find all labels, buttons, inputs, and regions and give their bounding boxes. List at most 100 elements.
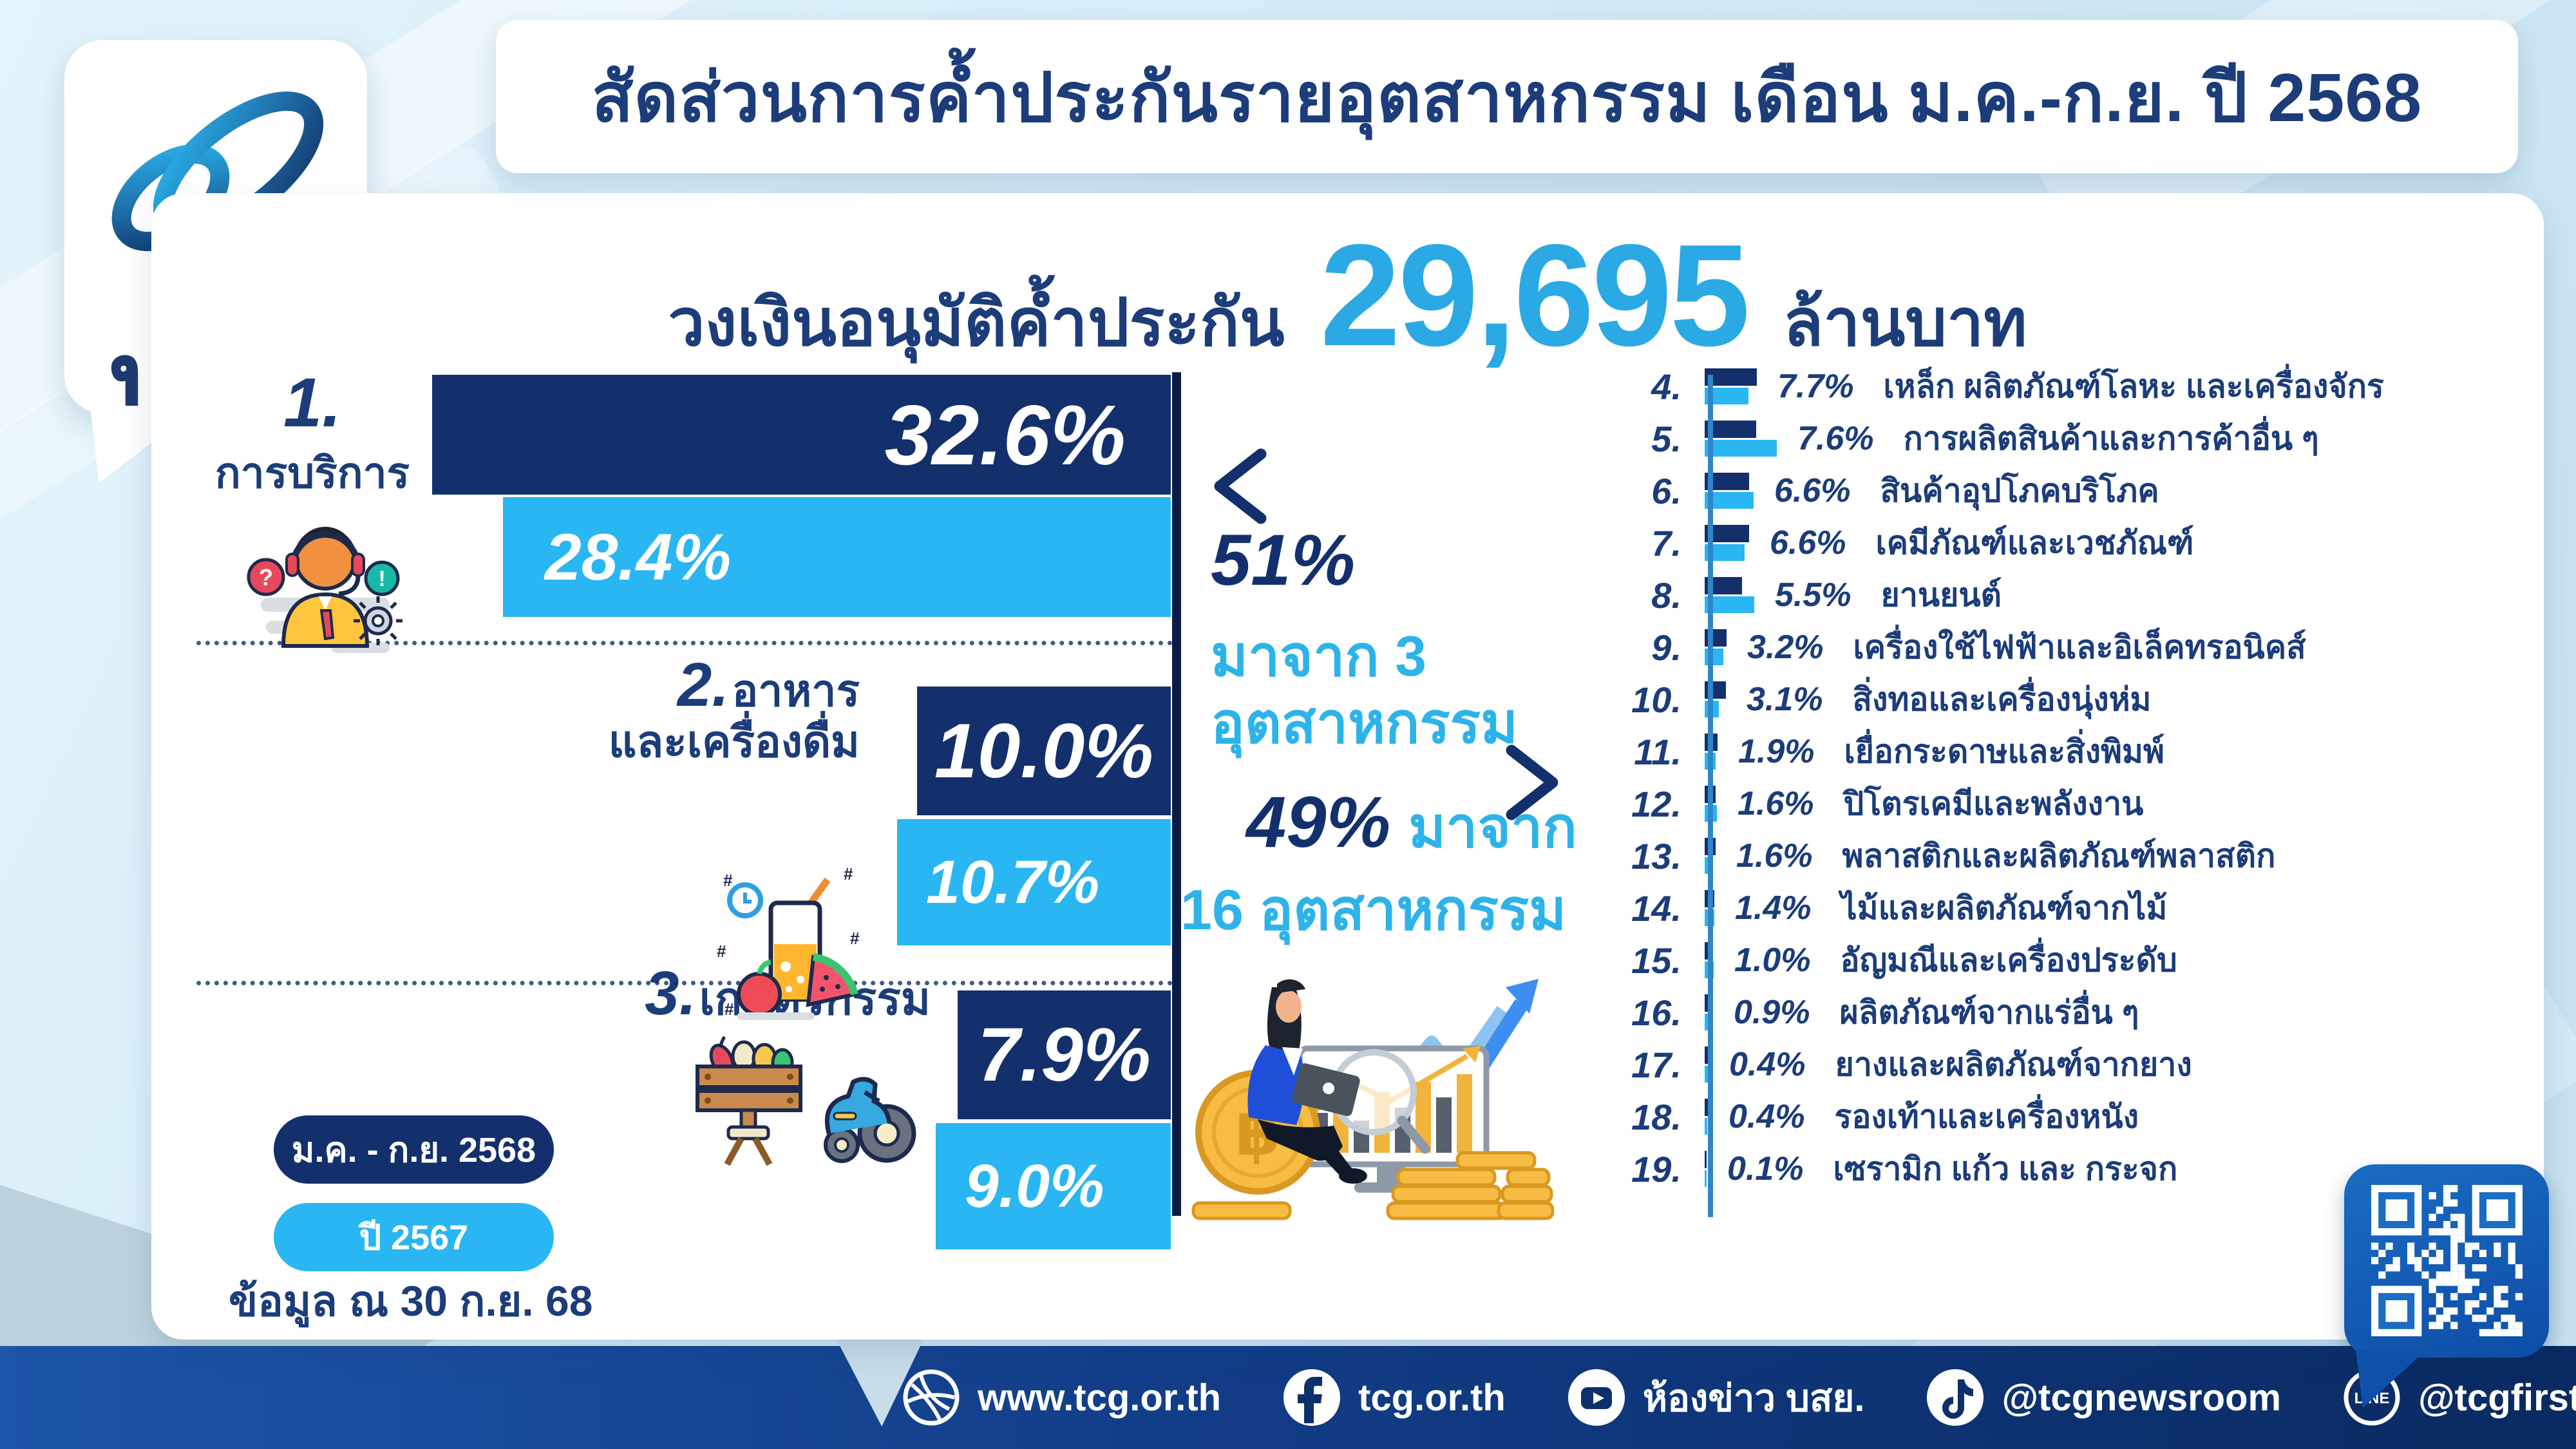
footer-social-label: ห้องข่าว บสย. [1642,1377,1865,1419]
chevron-right-icon [1506,744,1558,820]
industry-name: การผลิตสินค้าและการค้าอื่น ๆ [1903,420,2319,457]
industry-percent: 1.6% [1736,837,1813,875]
industry-rank: 12. [1631,783,1681,824]
category-food-label: 2. อาหาร และเครื่องดื่ม [608,650,860,766]
industry-rank: 16. [1631,992,1681,1033]
industry-name: ยางและผลิตภัณฑ์จากยาง [1835,1046,2192,1083]
svg-text:!: ! [378,567,385,591]
industry-row: 8. 5.5% ยานยนต์ [1558,574,2524,616]
food-beverage-icon: # # # # # [717,864,860,1020]
industry-bar-2568 [1705,994,1710,1012]
main-chart-card: วงเงินอนุมัติค้ำประกัน 29,695 ล้านบาท 32… [151,193,2544,1340]
industry-name: สินค้าอุปโภคบริโภค [1880,472,2159,509]
industry-row: 6. 6.6% สินค้าอุปโภคบริโภค [1558,470,2524,511]
chart-axis-line [1172,372,1181,1216]
footer-social-label: www.tcg.or.th [978,1376,1222,1419]
industry-rank: 14. [1631,887,1681,929]
industry-percent: 3.2% [1747,629,1824,666]
industry-row: 9. 3.2% เครื่องใช้ไฟฟ้าและอิเล็คทรอนิคส์ [1558,627,2524,668]
bar-agriculture-2567: 9.0% [936,1123,1171,1249]
youtube-icon [1567,1368,1626,1427]
bar-food-2568: 10.0% [917,687,1171,815]
industry-percent: 0.1% [1727,1150,1804,1188]
bar-value-label: 28.4% [545,520,732,594]
customer-service-icon: ? ! [247,527,402,653]
industry-name: เยื่อกระดาษและสิ่งพิมพ์ [1844,733,2164,770]
category-services-label: การบริการ [214,449,410,497]
industry-row: 16. 0.9% ผลิตภัณฑ์จากแร่อื่น ๆ [1558,992,2524,1033]
industry-rank: 8. [1651,574,1681,616]
industry-rank: 7. [1651,522,1681,564]
bar-value-label: 10.0% [934,708,1154,794]
legend-2567-pill: ปี 2567 [274,1203,554,1271]
industry-name: รองเท้าและเครื่องหนัง [1834,1098,2139,1135]
industry-rank: 13. [1631,835,1681,876]
industry-row: 13. 1.6% พลาสติกและผลิตภัณฑ์พลาสติก [1558,835,2524,876]
industry-percent: 0.4% [1728,1098,1805,1135]
industry-name: พลาสติกและผลิตภัณฑ์พลาสติก [1842,837,2276,874]
share-rest-line: 49% มาจาก [1246,782,1577,862]
industry-percent: 1.6% [1738,785,1814,822]
chevron-left-icon [1214,448,1267,524]
industry-percent: 0.4% [1729,1046,1806,1083]
industry-bar-2567 [1705,649,1723,665]
bar-services-2568: 32.6% [432,375,1171,495]
industry-name: ผลิตภัณฑ์จากแร่อื่น ๆ [1839,994,2139,1030]
footer-social-label: @tcgfirst [2418,1376,2576,1419]
industry-bar-2567 [1705,440,1777,457]
industry-row: 11. 1.9% เยื่อกระดาษและสิ่งพิมพ์ [1558,732,2524,772]
industry-bar-2568 [1705,368,1757,386]
svg-text:#: # [723,871,733,890]
data-asof-note: ข้อมูล ณ 30 ก.ย. 68 [229,1277,593,1325]
footer-social-item: LINE @tcgfirst [2342,1368,2576,1427]
industry-bars [1705,1151,1707,1187]
industry-row: 15. 1.0% อัญมณีและเครื่องประดับ [1558,940,2524,981]
legend-2568-pill: ม.ค. - ก.ย. 2568 [274,1115,554,1184]
rank-2-label: 2. [677,650,729,719]
page-title: สัดส่วนการค้ำประกันรายอุตสาหกรรม เดือน ม… [591,59,2423,136]
footer-bar: www.tcg.or.th tcg.or.th ห้องข่าว บสย. @t… [0,1346,2576,1449]
agriculture-icon [696,1036,916,1166]
industry-row: 18. 0.4% รองเท้าและเครื่องหนัง [1558,1096,2524,1137]
footer-social-label: @tcgnewsroom [2002,1376,2282,1419]
industry-bars [1705,1046,1709,1083]
industry-percent: 6.6% [1774,472,1851,509]
bar-value-label: 7.9% [978,1012,1151,1097]
industry-name: เหล็ก ผลิตภัณฑ์โลหะ และเครื่องจักร [1883,368,2384,404]
bar-value-label: 32.6% [884,387,1126,482]
share-top3-text-1: มาจาก 3 [1211,624,1427,688]
industry-bar-2568 [1705,1099,1708,1116]
industry-bar-2567 [1705,1066,1709,1083]
industry-rank: 6. [1651,470,1681,511]
industry-rank: 5. [1651,418,1681,459]
industry-bars [1705,1099,1708,1135]
industry-percent: 1.0% [1734,942,1811,979]
amount-unit: ล้านบาท [1783,286,2027,359]
industry-percent: 7.7% [1777,368,1854,405]
bar-agriculture-2568: 7.9% [958,990,1171,1119]
industry-percent: 6.6% [1770,524,1846,562]
industry-axis-line [1708,375,1713,1217]
qr-code [2371,1185,2523,1336]
industry-list: 4. 7.7% เหล็ก ผลิตภัณฑ์โลหะ และเครื่องจั… [1558,366,2524,1203]
dotted-separator [196,981,1173,985]
footer-social-item: tcg.or.th [1282,1368,1506,1427]
rank-1-label: 1. [283,363,342,441]
share-top3-percent: 51% [1211,520,1356,600]
footer-social-items: www.tcg.or.th tcg.or.th ห้องข่าว บสย. @t… [902,1346,2576,1449]
svg-text:#: # [717,942,726,961]
industry-rank: 19. [1631,1148,1681,1189]
industry-bar-2567 [1705,1118,1707,1135]
industry-name: อัญมณีและเครื่องประดับ [1840,942,2177,978]
industry-name: ไม้และผลิตภัณฑ์จากไม้ [1841,889,2168,926]
industry-row: 5. 7.6% การผลิตสินค้าและการค้าอื่น ๆ [1558,418,2524,459]
footer-social-item: @tcgnewsroom [1926,1368,2281,1427]
industry-rank: 10. [1631,679,1681,720]
rank-3-label: 3. [645,959,697,1028]
qr-code-bubble [2344,1164,2549,1358]
industry-rank: 18. [1631,1096,1681,1137]
footer-social-item: www.tcg.or.th [902,1368,1221,1427]
industry-rank: 15. [1631,940,1681,981]
bar-value-label: 9.0% [965,1151,1104,1220]
facebook-icon [1282,1368,1341,1427]
